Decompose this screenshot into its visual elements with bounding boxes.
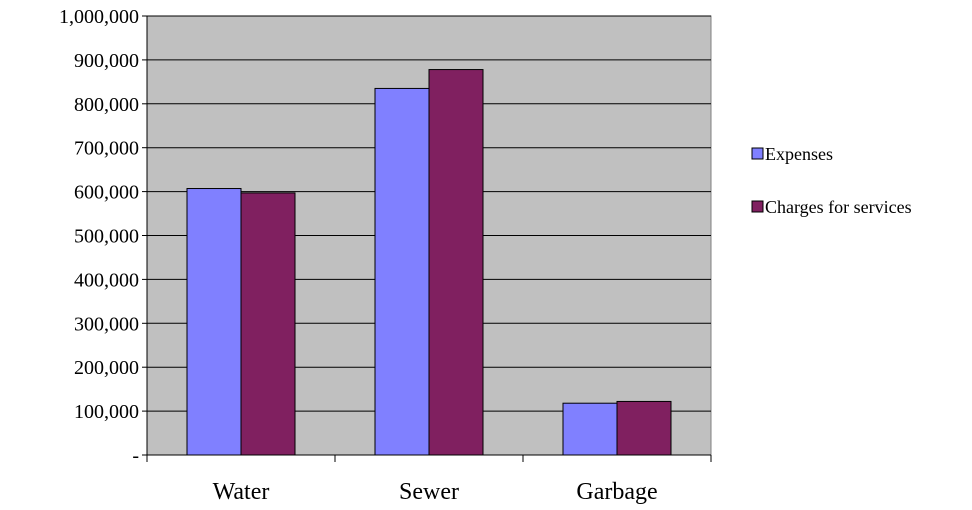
legend: Expenses Charges for services	[751, 144, 912, 217]
x-ticks: Water Sewer Garbage	[146, 455, 712, 505]
x-category-label: Garbage	[576, 479, 657, 505]
legend-label: Charges for services	[765, 197, 912, 217]
bar-charges-for-services-garbage	[616, 400, 672, 456]
y-tick-label: 700,000	[74, 138, 139, 160]
legend-label: Expenses	[765, 144, 833, 164]
x-category-label: Sewer	[399, 479, 459, 505]
legend-swatch	[751, 147, 764, 160]
bar-expenses-water	[186, 188, 242, 456]
y-tick-label: 200,000	[74, 357, 139, 379]
bar-charges-for-services-water	[240, 192, 296, 456]
y-tick-label: 300,000	[74, 313, 139, 335]
y-tick-label: 500,000	[74, 226, 139, 248]
y-tick-label: -	[132, 445, 139, 467]
y-tick-label: 900,000	[74, 50, 139, 72]
y-ticks: - 100,000 200,000 300,000 400,000 500,000 600,…	[59, 6, 147, 467]
y-tick-label: 1,000,000	[59, 6, 139, 28]
legend-swatch	[751, 200, 764, 213]
y-tick-label: 600,000	[74, 182, 139, 204]
y-tick-label: 100,000	[74, 401, 139, 423]
bar-charges-for-services-sewer	[428, 69, 484, 456]
y-tick-label: 400,000	[74, 269, 139, 291]
bar-expenses-sewer	[374, 87, 430, 456]
bar-expenses-garbage	[562, 402, 618, 456]
y-tick-label: 800,000	[74, 94, 139, 116]
x-category-label: Water	[213, 479, 270, 505]
